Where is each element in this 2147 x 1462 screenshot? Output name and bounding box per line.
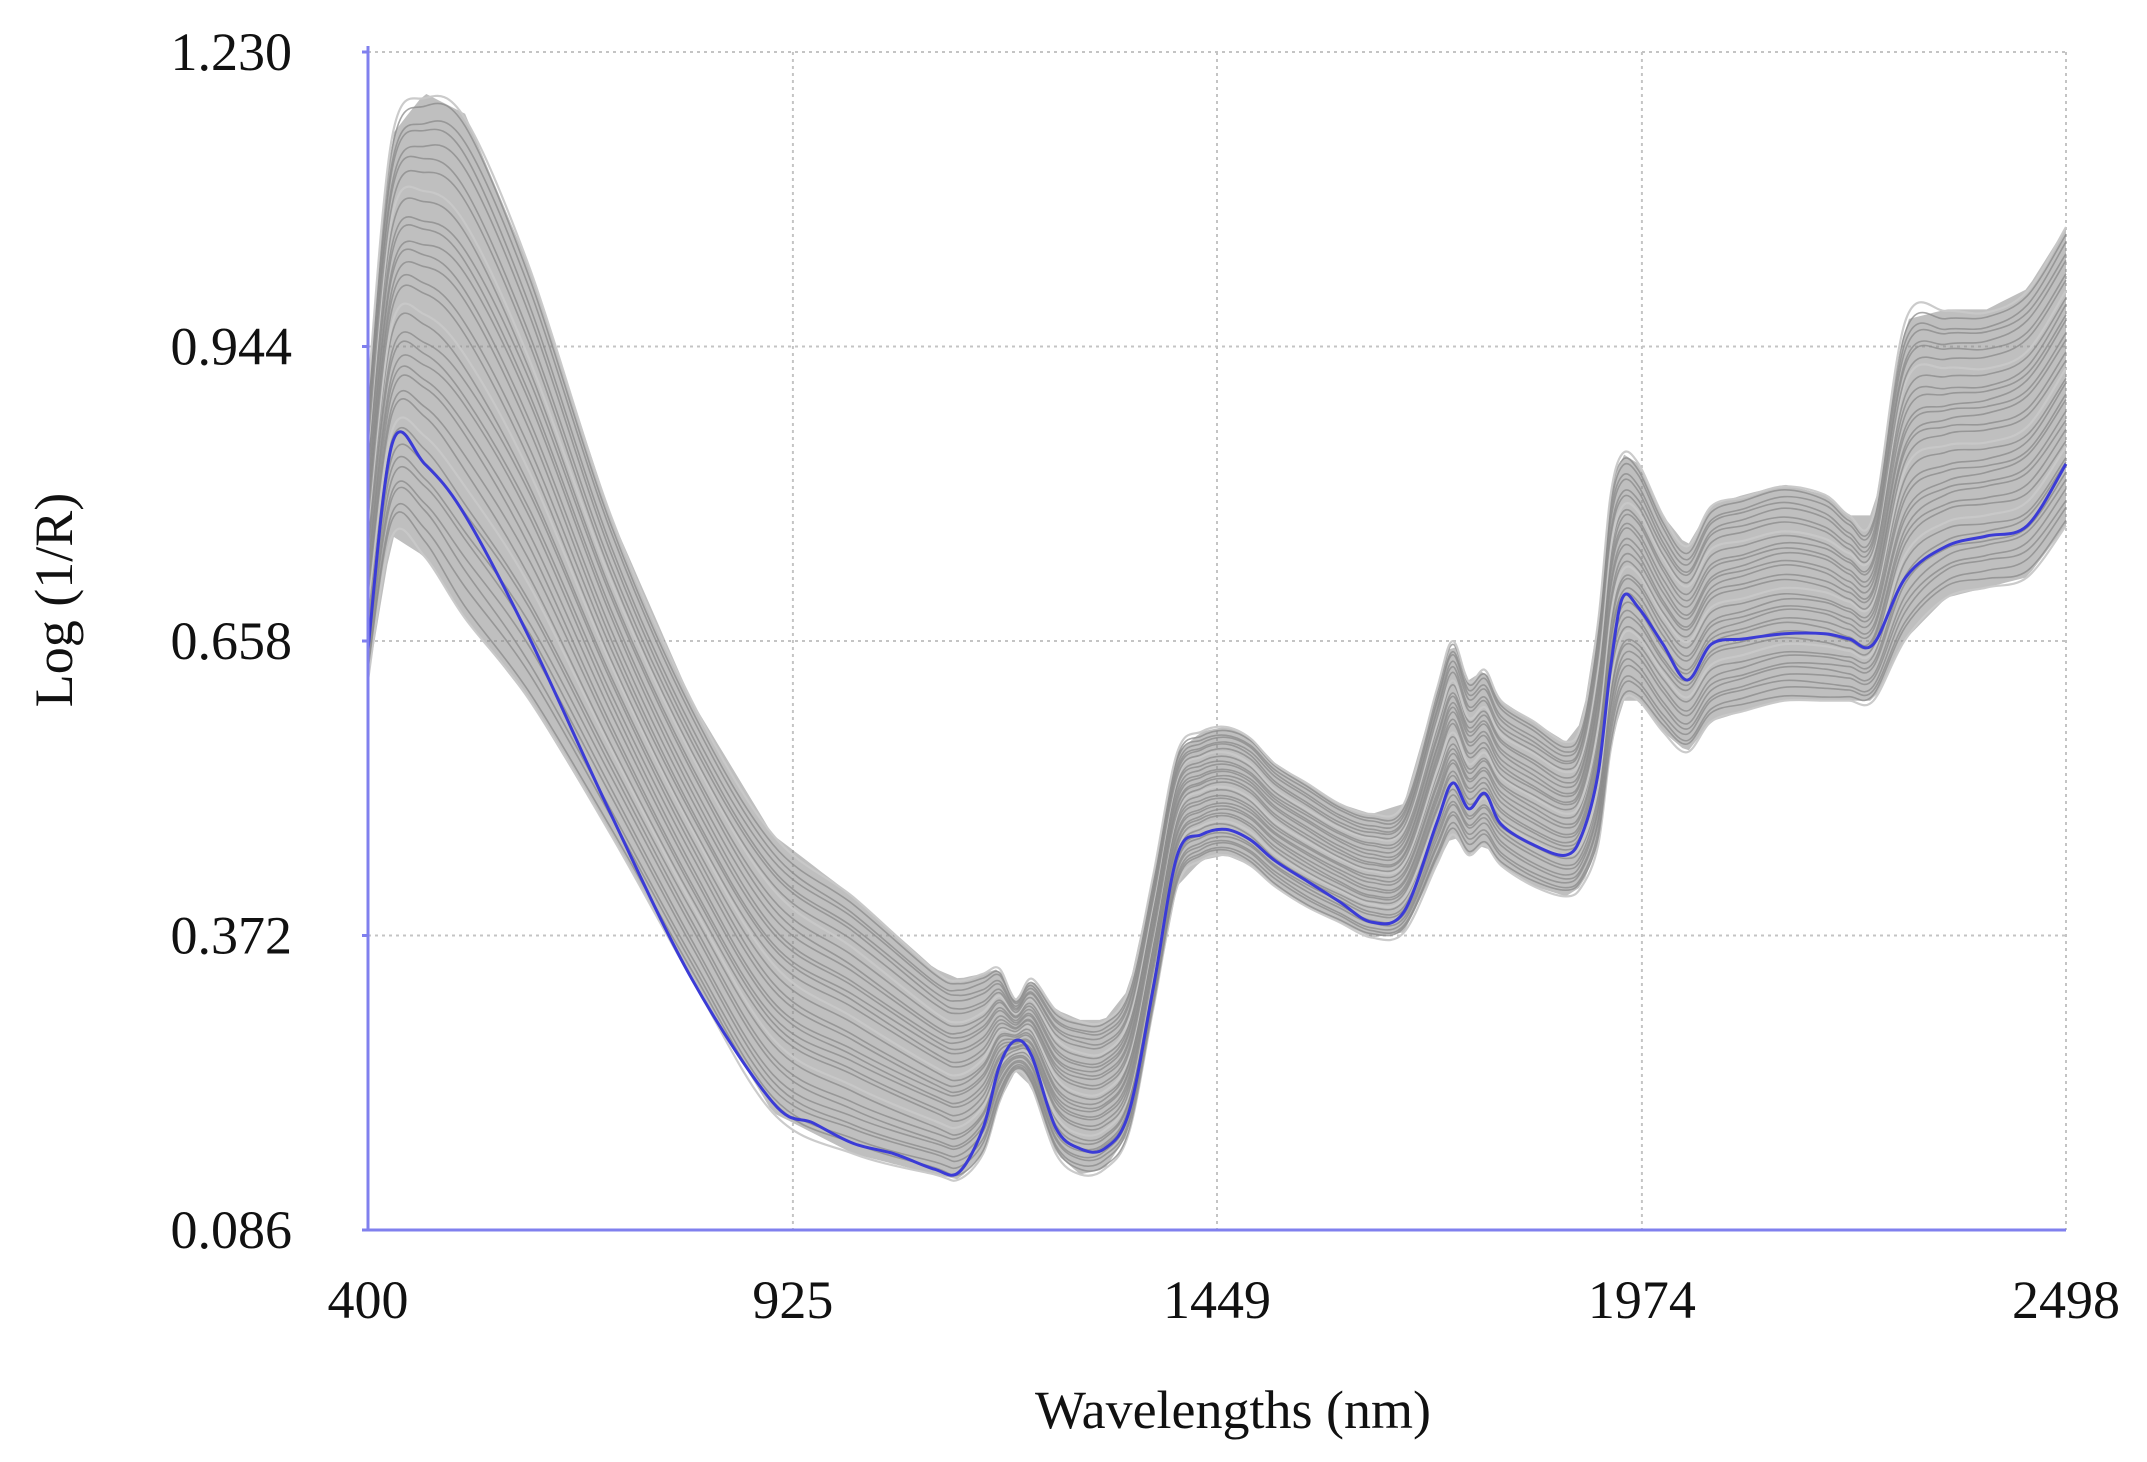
y-tick-label-0: 0.086	[171, 1200, 293, 1260]
x-tick-label-4: 2498	[2012, 1270, 2120, 1330]
mean-spectrum-line	[366, 430, 2068, 1177]
spectrum-line-20	[367, 273, 2067, 1087]
axis-frame	[362, 46, 2066, 1232]
spectrum-line-33	[367, 102, 2067, 1028]
spectrum-line-4	[367, 480, 2067, 1159]
x-tick-label-0: 400	[328, 1270, 409, 1330]
spectrum-line-2	[367, 503, 2067, 1170]
spectrum-line-14	[367, 354, 2067, 1113]
spectrum-line-32	[367, 120, 2067, 1033]
spectrum-line-29	[367, 155, 2067, 1046]
spectrum-line-5	[367, 465, 2067, 1153]
spectrum-line-16	[367, 331, 2067, 1106]
spectrum-line-21	[367, 260, 2067, 1081]
x-tick-label-2: 1449	[1163, 1270, 1271, 1330]
y-tick-label-1: 0.372	[171, 906, 293, 966]
spectrum-line-31	[367, 128, 2067, 1036]
spectrum-line-12	[367, 374, 2067, 1121]
spectrum-line-13	[367, 365, 2067, 1118]
spectrum-line-23	[367, 240, 2067, 1073]
spectrum-line-6	[367, 455, 2067, 1151]
spectrum-line-0	[366, 525, 2067, 1182]
spectrum-line-18	[366, 302, 2067, 1097]
spectrum-line-3	[367, 486, 2067, 1163]
y-tick-label-2: 0.658	[171, 611, 293, 671]
spectrum-line-24	[367, 224, 2067, 1069]
spectra-lines	[366, 94, 2068, 1182]
x-tick-label-3: 1974	[1588, 1270, 1696, 1330]
spectrum-line-27	[366, 185, 2067, 1057]
spectrum-line-30	[367, 144, 2067, 1041]
x-tick-labels: 400 925 1449 1974 2498	[328, 1270, 2121, 1330]
spectrum-line-28	[367, 169, 2067, 1050]
spectrum-line-22	[367, 248, 2067, 1077]
spectrum-line-15	[367, 340, 2067, 1110]
spectrum-line-8	[367, 426, 2067, 1142]
spectrum-line-19	[367, 284, 2067, 1090]
spectrum-line-11	[367, 389, 2067, 1127]
spectrum-line-17	[367, 312, 2067, 1101]
y-tick-labels: 0.086 0.372 0.658 0.944 1.230	[171, 22, 293, 1260]
spectrum-line-9	[366, 416, 2067, 1137]
spectrum-line-25	[367, 216, 2067, 1066]
y-axis-title: Log (1/R)	[24, 493, 84, 707]
x-tick-label-1: 925	[752, 1270, 833, 1330]
x-axis-title: Wavelengths (nm)	[1035, 1380, 1431, 1440]
y-tick-label-4: 1.230	[171, 22, 293, 82]
spectrum-line-26	[367, 197, 2067, 1060]
y-tick-label-3: 0.944	[171, 317, 293, 377]
spectrum-line-34	[366, 94, 2067, 1026]
spectrum-line-10	[367, 398, 2067, 1131]
